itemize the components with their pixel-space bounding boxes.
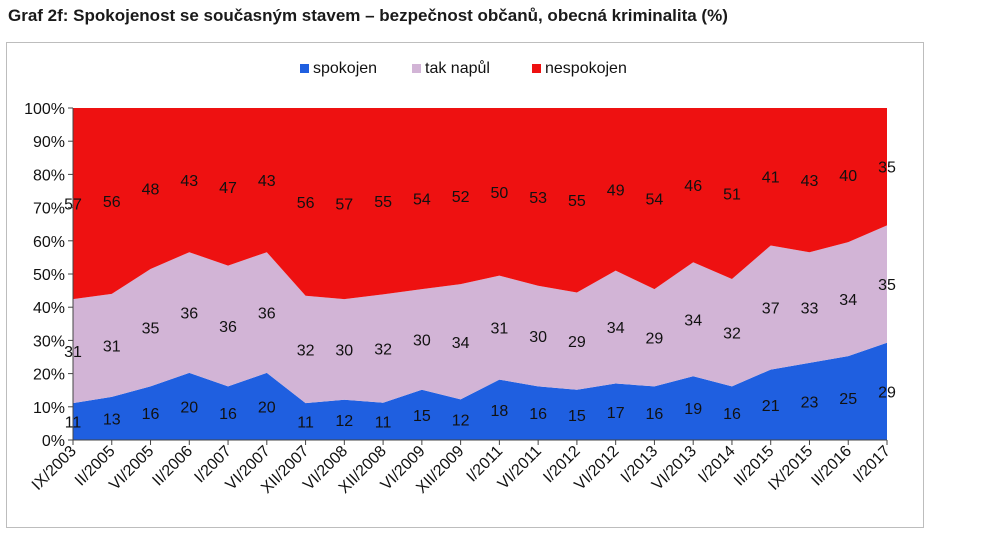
data-label: 43 [801,173,819,190]
data-label: 21 [762,398,780,415]
data-label: 32 [297,343,315,360]
y-tick-label: 100% [24,101,65,118]
data-label: 54 [413,192,431,209]
data-label: 13 [103,411,121,428]
legend: spokojen tak napůl nespokojen [300,59,627,77]
data-label: 56 [297,195,315,212]
data-label: 36 [258,306,276,323]
data-label: 29 [568,334,586,351]
area-nespokojen [73,108,887,300]
data-label: 11 [375,414,392,431]
data-label: 16 [646,406,664,423]
data-label: 32 [723,326,741,343]
data-label: 46 [684,178,702,195]
data-label: 35 [878,277,896,294]
data-label: 17 [607,405,625,422]
legend-label: spokojen [313,60,377,77]
data-label: 31 [103,338,121,355]
data-label: 43 [180,173,198,190]
data-label: 47 [219,180,237,197]
data-label: 53 [529,190,547,207]
data-label: 16 [723,406,741,423]
data-label: 31 [491,321,509,338]
y-tick-label: 80% [33,167,65,184]
data-label: 16 [529,406,547,423]
data-label: 36 [219,319,237,336]
data-label: 11 [297,415,314,432]
legend-swatch [532,64,541,73]
chart-title: Graf 2f: Spokojenost se současným stavem… [8,6,728,25]
data-label: 35 [878,160,896,177]
y-tick-label: 90% [33,134,65,151]
data-label: 32 [374,342,392,359]
y-tick-label: 30% [33,333,65,350]
y-tick-label: 10% [33,400,65,417]
legend-label: nespokojen [545,60,627,77]
y-tick-label: 60% [33,234,65,251]
data-label: 43 [258,173,276,190]
area-layer [73,108,887,440]
legend-swatch [412,64,421,73]
data-label: 54 [646,192,664,209]
data-label: 20 [258,400,276,417]
data-label: 12 [452,413,470,430]
data-label: 25 [839,391,857,408]
x-tick-label: II/2016 [808,443,855,490]
data-label: 49 [607,182,625,199]
legend-swatch [300,64,309,73]
data-label: 37 [762,301,780,318]
data-label: 16 [142,406,160,423]
area-tak-napůl [73,225,887,404]
data-label: 57 [335,197,353,214]
data-label: 30 [529,329,547,346]
data-label: 29 [646,331,664,348]
data-label: 56 [103,194,121,211]
data-label: 52 [452,189,470,206]
data-label: 40 [839,168,857,185]
data-label: 34 [684,312,702,329]
y-tick-label: 0% [42,433,65,450]
data-label: 23 [801,394,819,411]
data-label: 34 [839,292,857,309]
data-label: 41 [762,170,780,187]
data-label: 36 [180,306,198,323]
data-label: 33 [801,301,819,318]
y-tick-label: 50% [33,267,65,284]
x-tick-label: I/2017 [850,443,894,487]
data-label: 55 [568,193,586,210]
data-label: 15 [413,408,431,425]
data-label: 18 [491,403,509,420]
y-tick-label: 20% [33,367,65,384]
area-spokojen [73,342,887,440]
x-tick-label: II/2006 [149,443,196,490]
data-label: 35 [142,321,160,338]
data-label: 15 [568,408,586,425]
data-label: 16 [219,406,237,423]
legend-label: tak napůl [425,59,490,77]
y-tick-label: 40% [33,300,65,317]
data-label: 48 [142,182,160,199]
data-label: 55 [374,194,392,211]
data-label: 19 [684,401,702,418]
data-label: 30 [413,332,431,349]
data-label: 34 [607,320,625,337]
x-tick-label: VI/2011 [495,443,545,493]
data-label: 20 [180,400,198,417]
data-label: 51 [723,187,741,204]
y-tick-label: 70% [33,201,65,218]
data-label: 30 [335,343,353,360]
data-label: 12 [335,413,353,430]
data-label: 50 [491,185,509,202]
data-label: 29 [878,384,896,401]
x-tick-label: IX/2003 [29,443,80,494]
data-label: 34 [452,335,470,352]
